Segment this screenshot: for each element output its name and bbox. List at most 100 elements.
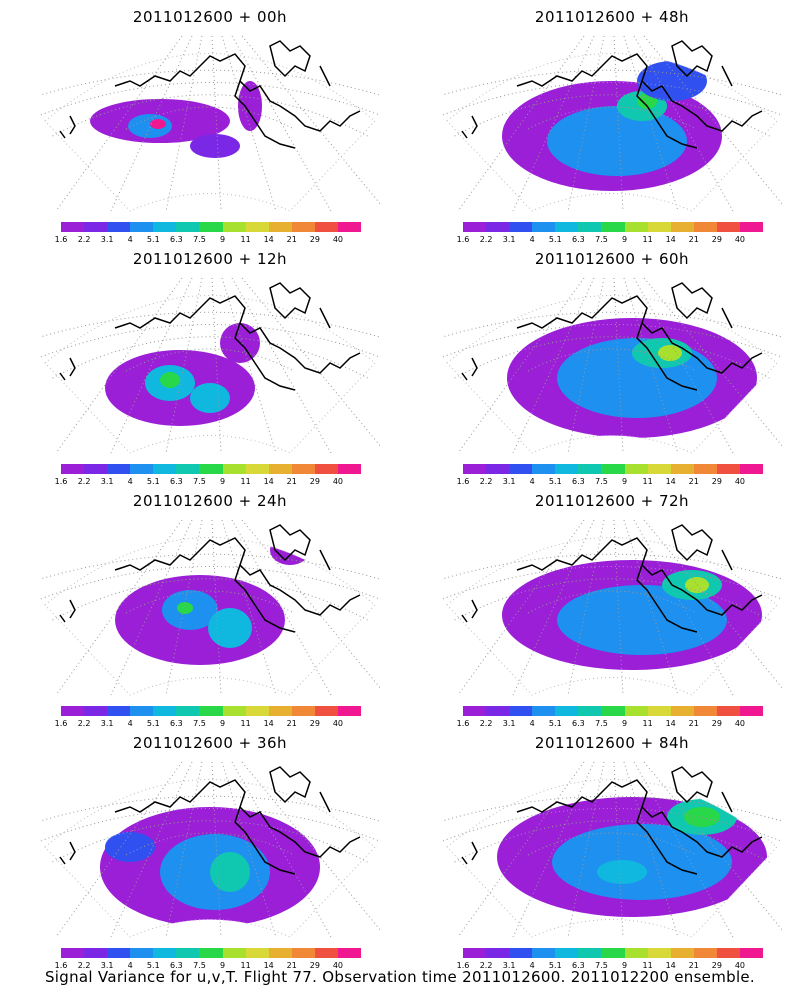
colorbar-label: 4: [529, 235, 535, 244]
variance-contour: [128, 114, 172, 138]
map-panel: 2011012600 + 84h 1.6 2.2 3.1 4 5.1 6.3 7.5 9 11 14…: [422, 728, 800, 970]
latitude-line: [52, 578, 368, 621]
variance-contour: [557, 585, 727, 655]
colorbar: [463, 948, 764, 958]
longitude-line: [633, 519, 734, 696]
colorbar-label: 7.5: [595, 719, 608, 728]
colorbar-label: 40: [734, 235, 746, 244]
longitude-line: [241, 519, 380, 689]
colorbar-label: 14: [263, 719, 274, 728]
colorbar-swatch: [268, 948, 292, 958]
colorbar-swatch: [61, 706, 85, 716]
colorbar-label: 29: [309, 477, 320, 486]
colorbar-label: 14: [263, 235, 274, 244]
longitude-line: [643, 277, 782, 447]
longitude-line: [231, 519, 332, 696]
longitude-line: [110, 35, 193, 212]
longitude-line: [633, 35, 734, 212]
colorbar-label: 4: [127, 961, 133, 970]
longitude-line: [512, 761, 595, 938]
colorbar-label: 2.2: [479, 235, 493, 244]
map-panel: 2011012600 + 36h 1.6 2.2 3.1 4 5.1 6.3 7.5 9 11 14…: [20, 728, 400, 970]
colorbar-swatch: [130, 222, 154, 232]
longitude-line: [567, 35, 605, 212]
polar-map: [442, 277, 782, 454]
colorbar-swatch: [601, 948, 625, 958]
colorbar-label: 14: [263, 961, 274, 970]
colorbar-swatch: [176, 948, 200, 958]
latitude-line: [52, 94, 368, 137]
colorbar-label: 4: [127, 477, 133, 486]
map-boundary: [44, 537, 376, 696]
colorbar-swatch: [107, 222, 131, 232]
colorbar-swatch: [176, 222, 200, 232]
colorbar-swatch: [463, 948, 487, 958]
colorbar-swatch: [670, 464, 694, 474]
colorbar-label: 1.6: [456, 961, 470, 970]
colorbar-label: 11: [240, 235, 251, 244]
colorbar-label: 6.3: [572, 477, 585, 486]
colorbar-swatch: [578, 948, 602, 958]
colorbar-swatch: [84, 706, 108, 716]
colorbar-label: 3.1: [502, 235, 516, 244]
colorbar-swatch: [337, 464, 362, 474]
longitude-line: [241, 761, 380, 931]
colorbar-swatch: [532, 706, 556, 716]
longitude-line: [512, 519, 595, 696]
latitude-line: [442, 82, 782, 116]
colorbar-label: 21: [688, 235, 699, 244]
colorbar-swatch: [739, 948, 764, 958]
colorbar-swatch: [578, 222, 602, 232]
colorbar-swatch: [509, 706, 533, 716]
colorbar-swatch: [532, 464, 556, 474]
colorbar-label: 29: [309, 961, 320, 970]
longitude-line: [241, 277, 380, 447]
colorbar-swatch: [486, 706, 510, 716]
colorbar-label: 6.3: [170, 235, 183, 244]
map-panel: 2011012600 + 00h 1.6 2.2 3.1 4 5.1 6.3 7.5 9 11 14…: [20, 2, 400, 244]
variance-contour: [685, 577, 709, 593]
map-panel: 2011012600 + 72h 1.6 2.2 3.1 4 5.1 6.3 7.5 9 11 14…: [422, 486, 800, 728]
polar-map: [442, 761, 782, 938]
colorbar: [463, 464, 764, 474]
map-boundary: [446, 779, 778, 938]
colorbar-labels: 1.6 2.2 3.1 4 5.1 6.3 7.5 9 11 14 21 29 40: [457, 961, 763, 971]
colorbar-label: 2.2: [479, 477, 493, 486]
latitude-line: [454, 336, 770, 379]
colorbar-label: 3.1: [100, 477, 114, 486]
colorbar-swatch: [555, 222, 579, 232]
colorbar-swatch: [245, 706, 269, 716]
panel-title: 2011012600 + 12h: [132, 250, 288, 268]
colorbar-swatch: [61, 948, 85, 958]
latitude-line: [52, 336, 368, 379]
colorbar-label: 9: [219, 719, 226, 728]
colorbar-swatch: [555, 464, 579, 474]
colorbar-swatch: [268, 464, 292, 474]
variance-contour: [637, 61, 707, 101]
colorbar-label: 14: [665, 719, 676, 728]
colorbar-label: 7.5: [193, 719, 206, 728]
colorbar-label: 6.3: [170, 719, 183, 728]
colorbar-swatch: [222, 222, 246, 232]
colorbar-swatch: [61, 222, 85, 232]
colorbar-label: 1.6: [456, 477, 470, 486]
longitude-line: [567, 761, 605, 938]
colorbar-label: 2.2: [77, 961, 91, 970]
polar-map: [442, 35, 782, 212]
panel-title: 2011012600 + 24h: [132, 492, 288, 510]
colorbar-swatch: [670, 706, 694, 716]
colorbar-label: 3.1: [502, 477, 516, 486]
colorbar-swatch: [509, 948, 533, 958]
colorbar: [61, 464, 362, 474]
colorbar-swatch: [509, 464, 533, 474]
colorbar-swatch: [463, 464, 487, 474]
map-panel: 2011012600 + 48h 1.6 2.2 3.1 4 5.1 6.3 7.5 9 11 14…: [422, 2, 800, 244]
colorbar-swatch: [337, 222, 362, 232]
colorbar-swatch: [314, 464, 338, 474]
colorbar-swatch: [291, 222, 315, 232]
colorbar-swatch: [291, 948, 315, 958]
longitude-line: [643, 761, 782, 931]
panel-title: 2011012600 + 60h: [534, 250, 690, 268]
colorbar-swatch: [624, 464, 648, 474]
longitude-line: [623, 35, 679, 212]
